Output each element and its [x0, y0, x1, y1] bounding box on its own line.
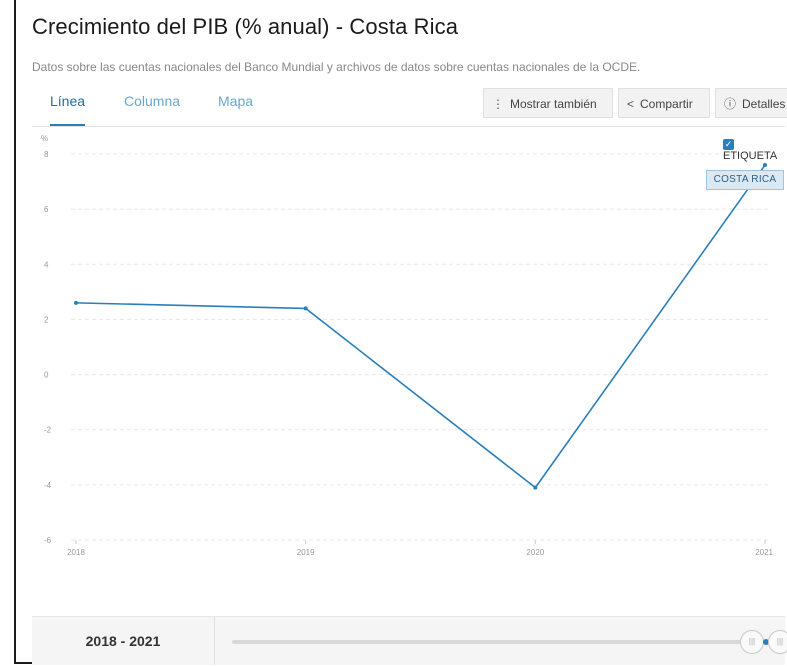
share-label: Compartir: [640, 97, 693, 111]
series-layer: [74, 163, 767, 490]
data-point: [303, 306, 308, 311]
range-dot: [763, 639, 769, 645]
tab-linea[interactable]: Línea: [50, 82, 86, 126]
range-footer: 2018 - 2021 ||| |||: [32, 616, 787, 665]
share-button[interactable]: < Compartir: [618, 88, 710, 118]
grid-lines: [71, 153, 769, 541]
x-tick-label: 2018: [67, 548, 85, 557]
data-point: [533, 485, 538, 490]
source-note: Datos sobre las cuentas nacionales del B…: [32, 60, 641, 74]
x-tick-label: 2020: [526, 548, 544, 557]
show-also-button[interactable]: ⋮ Mostrar también: [483, 88, 613, 118]
y-axis-ticks: -6 -4 -2 0 2 4 6 8: [44, 150, 52, 545]
y-tick-label: 0: [44, 371, 49, 380]
data-point: [74, 300, 78, 305]
tab-columna[interactable]: Columna: [124, 93, 181, 109]
vertical-dots-icon: ⋮: [492, 97, 504, 111]
tab-mapa[interactable]: Mapa: [218, 93, 254, 109]
chart-panel: Crecimiento del PIB (% anual) - Costa Ri…: [14, 0, 787, 665]
y-tick-label: 4: [44, 260, 49, 269]
details-label: Detalles: [742, 97, 786, 111]
show-also-label: Mostrar también: [510, 97, 597, 111]
y-tick-label: -4: [44, 481, 52, 490]
share-icon: <: [627, 97, 635, 111]
y-tick-label: -2: [44, 426, 52, 435]
range-end-handle[interactable]: |||: [768, 630, 787, 654]
y-tick-label: 6: [44, 205, 49, 214]
data-point: [763, 163, 767, 168]
y-axis-label: %: [41, 134, 48, 143]
page-title: Crecimiento del PIB (% anual) - Costa Ri…: [32, 14, 459, 39]
tab-bar: Línea Columna Mapa ⋮ Mostrar también < Com…: [32, 82, 787, 127]
details-button[interactable]: ⓘ Detalles: [715, 88, 787, 118]
x-axis-ticks: 2018 2019 2020 2021: [67, 540, 774, 557]
range-slider-track[interactable]: [232, 640, 765, 644]
info-icon: ⓘ: [724, 97, 737, 111]
x-tick-label: 2019: [297, 548, 315, 557]
x-tick-label: 2021: [755, 548, 773, 557]
y-tick-label: -6: [44, 536, 52, 545]
label-toggle-text: ETIQUETA: [723, 150, 778, 163]
label-toggle[interactable]: ✓ETIQUETA: [723, 138, 785, 162]
y-tick-label: 2: [44, 315, 49, 324]
series-line-costa-rica: [75, 164, 766, 489]
line-chart: -6 -4 -2 0 2 4 6 8 2018 2019 2020 2021 %: [41, 134, 774, 557]
series-tooltip: COSTA RICA: [706, 170, 784, 190]
y-tick-label: 8: [44, 150, 49, 159]
checkbox-checked-icon[interactable]: ✓: [723, 138, 734, 150]
range-start-handle[interactable]: |||: [740, 630, 764, 654]
range-label: 2018 - 2021: [32, 617, 215, 665]
